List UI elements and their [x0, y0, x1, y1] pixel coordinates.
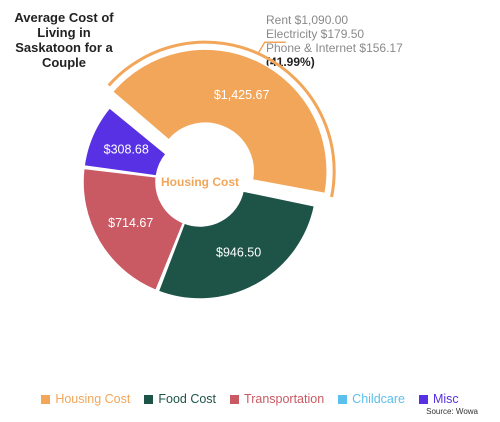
data-label: $1,425.67 [214, 88, 270, 102]
data-label: $714.67 [108, 216, 153, 230]
chart-title: Average Cost of Living in Saskatoon for … [4, 10, 124, 70]
legend: Housing Cost Food Cost Transportation Child… [0, 392, 500, 406]
data-label: $308.68 [104, 143, 149, 157]
title-line: Saskatoon for a [15, 40, 113, 55]
source-note: Source: Wowa [426, 407, 478, 416]
legend-swatch [338, 394, 348, 404]
slice-food-cost [157, 190, 316, 300]
slice-transportation [82, 167, 185, 292]
legend-swatch [418, 394, 428, 404]
legend-label: Misc [432, 392, 459, 406]
legend-label: Childcare [352, 392, 405, 406]
slice-housing-cost [111, 48, 328, 195]
title-line: Couple [41, 55, 87, 70]
legend-label: Transportation [244, 392, 325, 406]
legend-item[interactable]: Housing Cost [41, 392, 130, 406]
legend-item[interactable]: Food Cost [144, 392, 216, 406]
callout-phone-internet: Phone & Internet $156.17 [266, 41, 403, 55]
data-label: $946.50 [216, 246, 261, 260]
highlight-arc [107, 40, 336, 198]
callout-connector [257, 41, 286, 55]
callout-rent: Rent $1,090.00 [266, 13, 349, 27]
legend-item[interactable]: Childcare [338, 392, 405, 406]
legend-swatch [41, 394, 51, 404]
title-line: Average Cost of [14, 10, 114, 25]
legend-swatch [144, 394, 154, 404]
legend-item[interactable]: Misc [418, 392, 459, 406]
slice-misc [83, 106, 168, 177]
legend-swatch [230, 394, 240, 404]
legend-label: Food Cost [158, 392, 217, 406]
legend-label: Housing Cost [55, 392, 131, 406]
title-line: Living in [37, 25, 91, 40]
center-label: Housing Cost [161, 175, 239, 189]
legend-item[interactable]: Transportation [230, 392, 324, 406]
callout-electricity: Electricity $179.50 [266, 27, 365, 41]
